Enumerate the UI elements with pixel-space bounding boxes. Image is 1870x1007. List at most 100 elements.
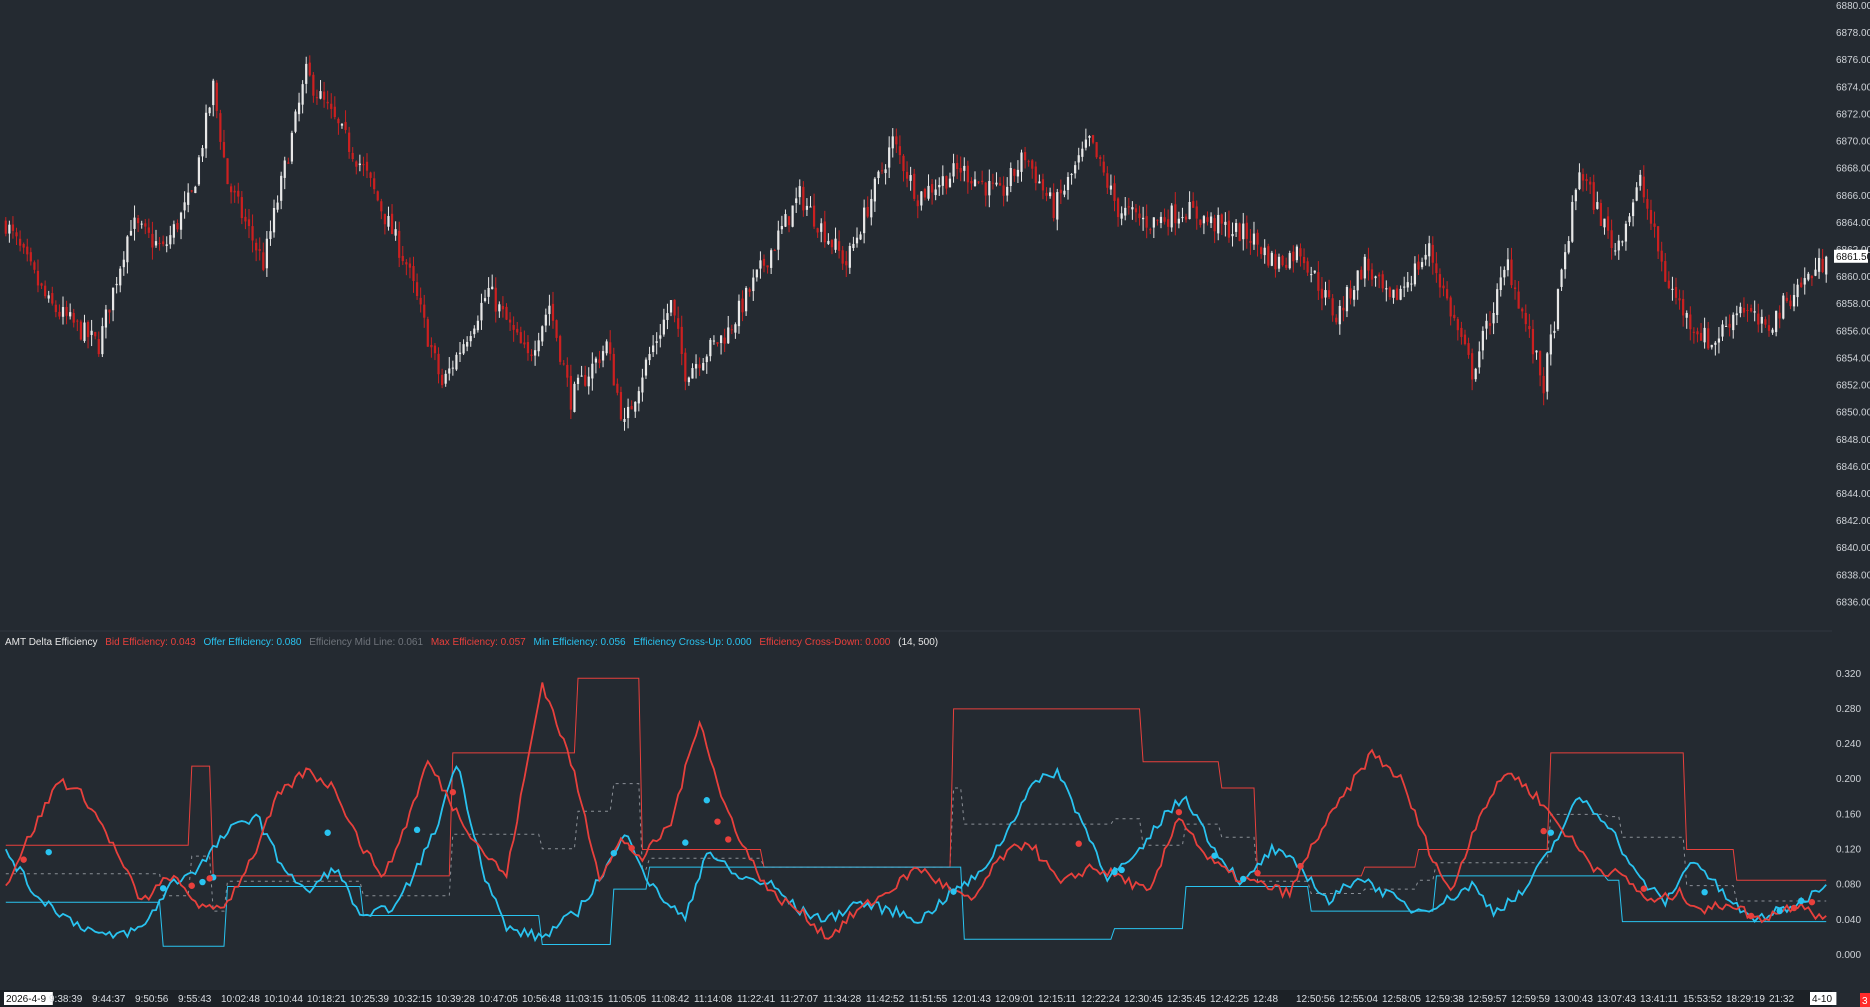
candle-body [680,326,683,355]
candle-body [762,258,766,266]
candle-body [626,406,630,419]
candle-body [730,329,733,331]
cross-down-marker [628,844,635,852]
candle-body [1342,307,1345,311]
candle-body [970,181,973,184]
candle-body [1614,250,1617,252]
candle-body [1678,298,1681,301]
candle-body [1703,327,1706,343]
candle-body [1682,298,1685,316]
candle-body [594,358,598,363]
candle-body [1385,288,1388,290]
candle-body [1106,173,1109,188]
candle-body [770,250,773,268]
candle-body [1217,214,1220,234]
candle-body [1581,174,1585,181]
candle-body [1585,179,1588,182]
candle-body [1478,351,1481,368]
candle-body [437,353,440,375]
time-tick-label: 12:09:01 [995,994,1034,1005]
candle-body [144,223,147,227]
cross-down-marker [714,818,721,825]
candle-body [823,221,826,243]
candle-body [1274,254,1277,270]
candle-body [1667,280,1670,289]
candle-body [644,359,648,376]
candle-body [262,252,265,270]
candle-body [1206,217,1209,222]
candle-body [415,282,419,297]
candle-body [69,312,72,317]
time-axis[interactable]: 2026-4-9 9:38:39 9:44:37 9:50:56 9:55:43 10:0… [0,990,1837,1007]
candle-body [108,309,111,313]
candle-body [376,191,379,201]
min-efficiency-line [5,866,1827,947]
price-tick-label: 6842.00 [1836,516,1870,527]
candle-body [705,356,708,363]
candle-body [505,306,508,320]
candle-body [1242,223,1245,240]
bid-efficiency-line [5,682,1827,940]
indicator-pane[interactable]: AMT Delta Efficiency Bid Efficiency: 0.0… [4,637,1861,961]
candle-body [1531,328,1535,355]
candle-body [362,164,365,166]
candle-body [1006,186,1009,196]
candle-body [1635,187,1638,201]
indicator-tick-label: 0.200 [1836,774,1861,785]
candle-body [1735,313,1738,316]
time-tick-label: 4-10 [1812,994,1832,1005]
candle-body [1127,206,1130,208]
candle-body [1817,257,1821,272]
candle-body [691,368,694,379]
price-tick-label: 6874.00 [1836,82,1870,93]
time-tick-label: 12:50:56 [1296,994,1335,1005]
candle-body [526,342,530,354]
status-badge[interactable] [1860,993,1870,1007]
price-pane[interactable]: 6880.00 6878.00 6876.00 6874.00 6872.00 6870.… [4,1,1870,608]
candle-body [1499,277,1502,291]
candle-body [1721,324,1724,337]
candle-body [734,324,737,333]
efficiency-mid-line [5,783,1827,912]
time-tick-label: 15:53:52 [1683,994,1722,1005]
candle-body [1367,258,1370,271]
candle-body [1692,331,1695,333]
candle-body [83,322,86,342]
indicator-axis[interactable]: 0.320 0.280 0.240 0.200 0.160 0.120 0.080 0.040… [1836,669,1861,961]
candle-body [1113,183,1116,201]
candle-body [766,265,769,268]
candle-body [880,170,884,172]
candle-body [1234,223,1238,232]
time-tick-label: 12:55:04 [1339,994,1378,1005]
candle-body [777,230,780,250]
candle-body [1814,269,1817,276]
candle-body [619,392,623,420]
candle-body [1277,256,1281,269]
candle-body [948,178,952,188]
price-axis[interactable]: 6880.00 6878.00 6876.00 6874.00 6872.00 6870.… [1836,1,1870,608]
candle-body [1707,328,1710,349]
candle-body [483,298,487,301]
candle-body [698,364,701,369]
candle-body [648,354,651,361]
candle-body [1664,261,1667,282]
candle-body [1778,312,1781,319]
candle-body [737,300,741,327]
candle-body [1599,203,1603,226]
time-tick-label: 12:35:45 [1167,994,1206,1005]
time-tick-label: 11:42:52 [866,994,905,1005]
candle-body [61,307,65,317]
candle-body [1732,314,1735,331]
candle-body [222,142,226,158]
candle-body [1074,165,1077,174]
candle-body [576,377,580,384]
time-tick-label: 10:25:39 [350,994,389,1005]
candle-body [1088,135,1091,138]
candle-body [1567,241,1570,253]
indicator-tick-label: 0.040 [1836,915,1861,926]
candle-body [1674,287,1678,298]
indicator-tick-label: 0.080 [1836,880,1861,891]
cross-up-marker [159,885,167,892]
candle-body [280,175,283,201]
